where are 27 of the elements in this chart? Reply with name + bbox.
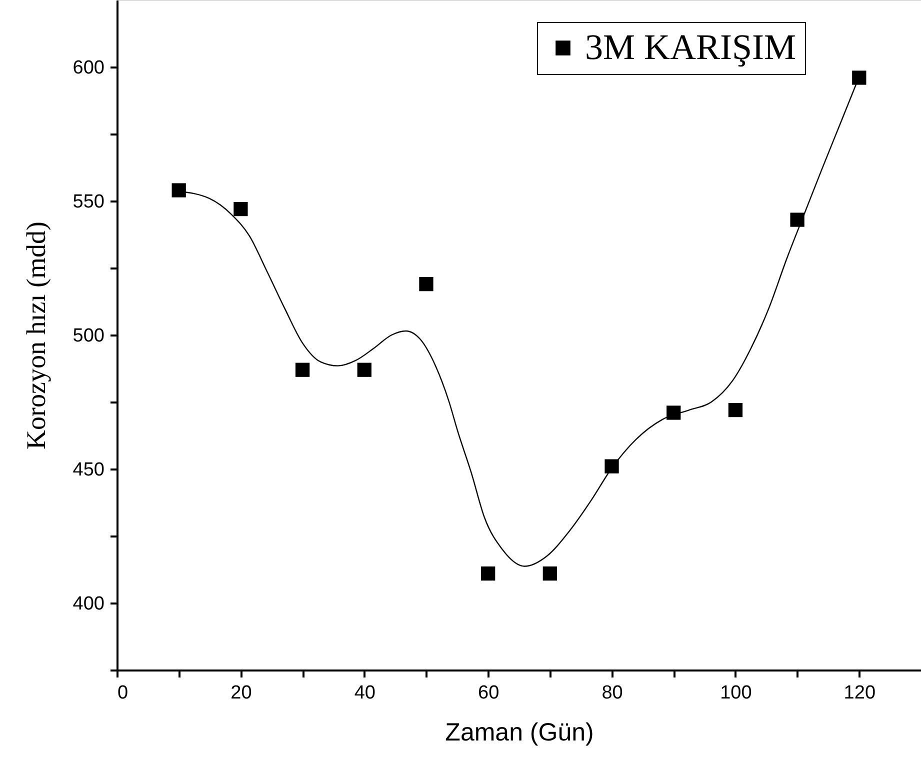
x-axis-title: Zaman (Gün) bbox=[445, 718, 594, 746]
x-tick-label: 100 bbox=[720, 682, 752, 704]
y-tick-label: 500 bbox=[72, 326, 104, 346]
y-tick-label: 450 bbox=[72, 460, 104, 480]
x-tick-label: 60 bbox=[478, 682, 500, 704]
point bbox=[790, 212, 804, 227]
point bbox=[604, 459, 619, 474]
point bbox=[234, 202, 248, 216]
point bbox=[728, 402, 743, 418]
point bbox=[542, 566, 557, 581]
y-axis-title: Korozyon hızı (mdd) bbox=[20, 222, 51, 450]
point bbox=[295, 362, 310, 377]
x-tick-label: 40 bbox=[354, 682, 376, 704]
point bbox=[481, 566, 496, 581]
legend-label: 3M KARIŞIM bbox=[585, 27, 796, 67]
x-tick-label: 20 bbox=[230, 682, 252, 704]
x-tick-label: 80 bbox=[602, 682, 623, 704]
point bbox=[357, 362, 372, 377]
x-tick-label: 0 bbox=[118, 682, 128, 704]
y-tick-label: 550 bbox=[72, 192, 104, 212]
y-tick-label: 600 bbox=[72, 58, 104, 78]
point bbox=[419, 277, 434, 292]
y-tick-label: 400 bbox=[72, 594, 104, 614]
point bbox=[666, 406, 681, 420]
x-tick-label: 120 bbox=[844, 682, 876, 704]
point bbox=[172, 183, 186, 198]
point bbox=[852, 70, 866, 85]
